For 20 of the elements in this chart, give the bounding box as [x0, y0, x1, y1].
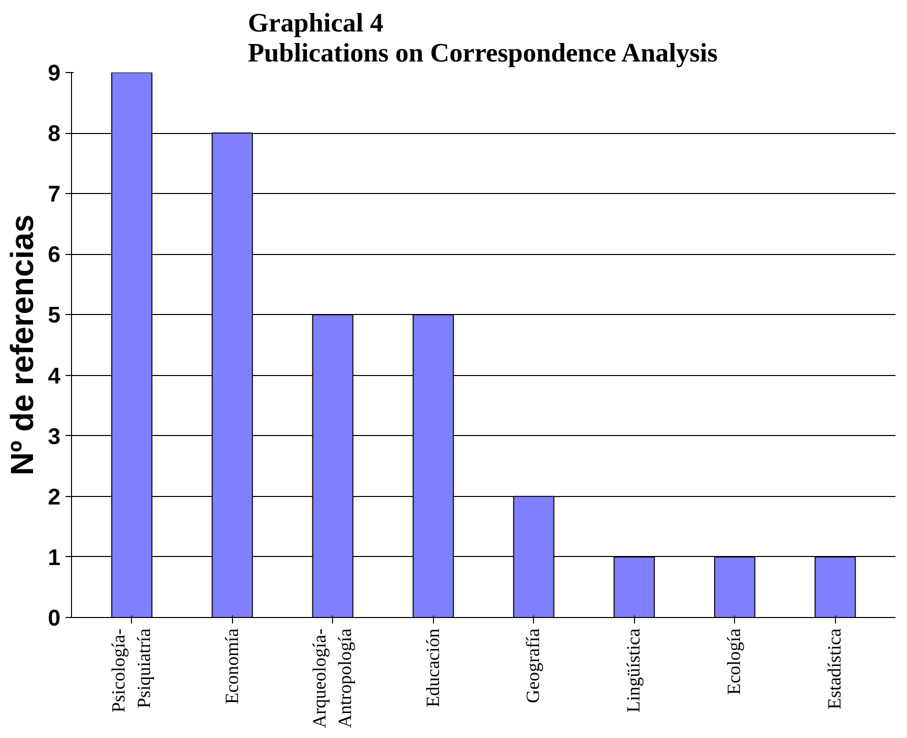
x-tick-label: Economía	[222, 628, 243, 704]
y-tick-label: 0	[48, 604, 61, 630]
y-tick-label: 6	[48, 241, 61, 268]
x-tick-label: Estadística	[824, 628, 846, 710]
y-tick-label: 3	[48, 422, 61, 449]
x-tick-label: Geografía	[523, 628, 544, 704]
y-tick-label: 7	[48, 180, 61, 207]
x-tick-label: Arqueología- Antropología	[310, 628, 356, 728]
y-tick-label: 9	[48, 60, 61, 86]
x-tick-label: Ecología	[724, 628, 746, 695]
x-tick-label: Psicología- Psiquiatría	[108, 628, 155, 712]
y-tick-label: 1	[48, 544, 61, 570]
y-tick-label: 2	[48, 483, 61, 510]
chart-title: Graphical 4 Publications on Correspondence Analysis	[248, 8, 718, 68]
y-axis-title: Nº de referencias	[4, 214, 40, 476]
y-tick-label: 5	[48, 302, 61, 328]
y-tick-label: 8	[48, 120, 61, 146]
x-tick-label: Lingüística	[624, 628, 645, 712]
x-tick-label: Educación	[422, 628, 444, 708]
y-tick-label: 4	[48, 362, 61, 388]
